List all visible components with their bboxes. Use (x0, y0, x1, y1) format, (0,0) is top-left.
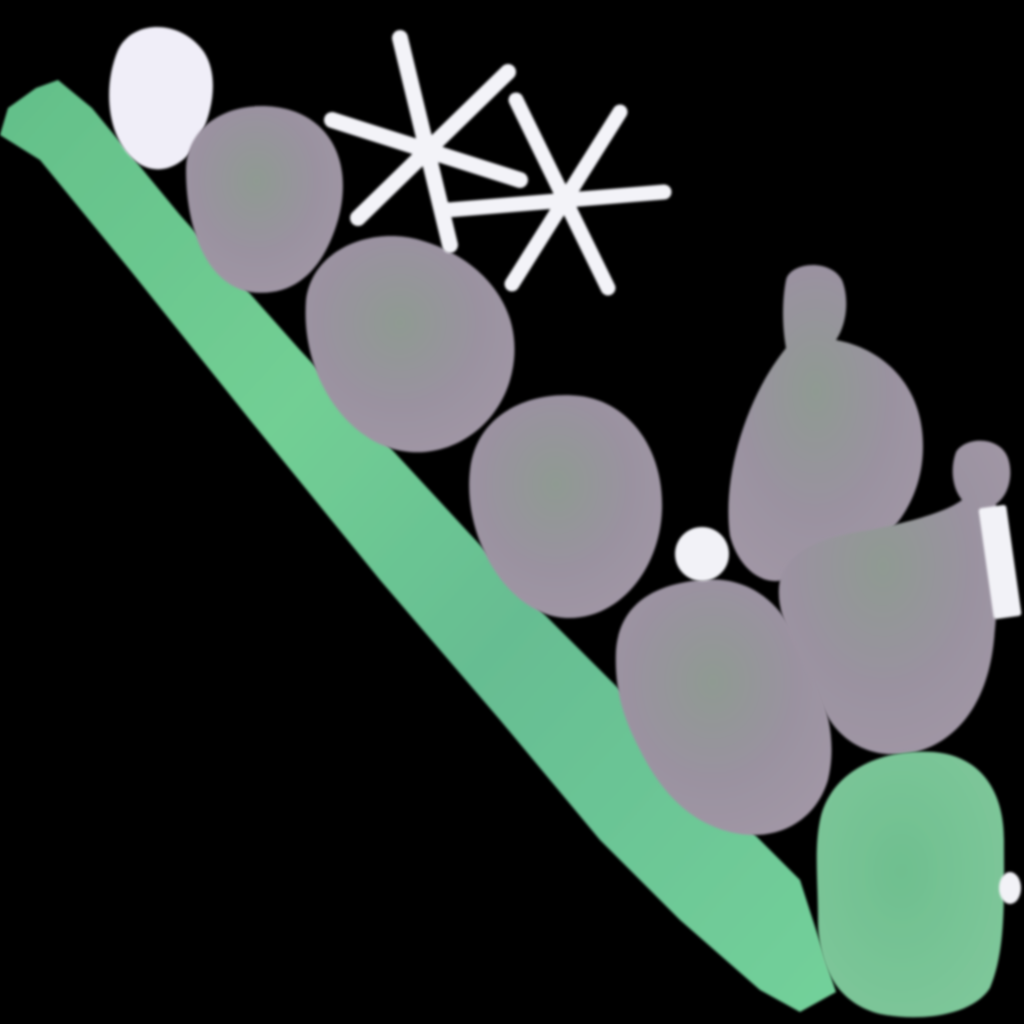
gray-blob (615, 579, 832, 836)
white-dot (999, 872, 1021, 904)
gray-blob (305, 236, 515, 453)
white-dot (675, 527, 729, 581)
white-bar (978, 504, 1022, 620)
gray-blob (728, 264, 923, 582)
sparkle-icon (440, 92, 672, 296)
gray-blob (778, 440, 1011, 755)
gray-blob (469, 395, 663, 619)
green-blob (816, 751, 1005, 1018)
gray-blob (186, 106, 343, 293)
sparkle-icon (324, 30, 528, 253)
green-stem (0, 80, 836, 1012)
white-blob (109, 27, 213, 170)
